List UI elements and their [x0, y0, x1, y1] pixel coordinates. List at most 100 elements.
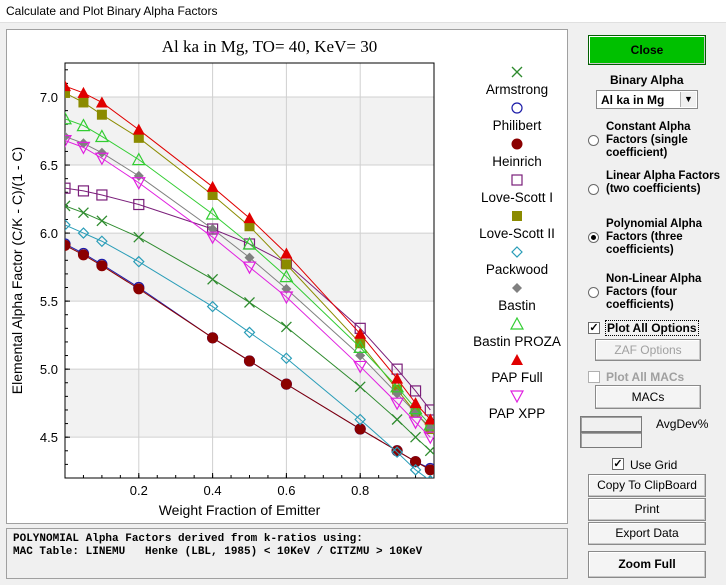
copy-to-clipboard-button[interactable]: Copy To ClipBoard — [588, 474, 706, 497]
data-point — [76, 118, 91, 132]
zoom-full-button[interactable]: Zoom Full — [588, 551, 706, 578]
plot-band — [65, 437, 434, 478]
status-line-1: POLYNOMIAL Alpha Factors derived from k-… — [13, 533, 363, 545]
legend-marker — [511, 102, 523, 114]
data-point — [279, 269, 294, 283]
avgdev-field-2 — [580, 432, 642, 448]
use-grid-checkbox[interactable]: ✓ — [612, 458, 624, 470]
plot-band — [65, 63, 434, 98]
data-point — [424, 413, 434, 425]
data-point — [244, 221, 255, 232]
data-point — [133, 198, 145, 211]
data-point — [353, 340, 368, 353]
radio-constant-alpha[interactable]: Constant Alpha Factors (single coefficie… — [588, 121, 724, 161]
y-axis-label: Elemental Alpha Factor (C/K - C)/(1 - C) — [9, 147, 25, 394]
legend-marker — [509, 390, 525, 404]
radio-nonlinear-alpha[interactable]: Non-Linear Alpha Factors (four coefficie… — [588, 273, 724, 313]
title-bar: Calculate and Plot Binary Alpha Factors — [0, 0, 726, 23]
data-point — [409, 397, 422, 409]
window-title: Calculate and Plot Binary Alpha Factors — [6, 4, 218, 18]
data-point — [131, 177, 146, 190]
data-point — [205, 231, 220, 245]
data-point — [77, 249, 89, 261]
y-tick-label: 5.0 — [40, 362, 58, 377]
data-point — [244, 355, 255, 367]
radio-linear-button[interactable] — [588, 184, 599, 195]
status-line-2: MAC Table: LINEMU Henke (LBL, 1985) < 10… — [13, 546, 423, 558]
y-tick-label: 6.0 — [40, 226, 58, 241]
macs-button[interactable]: MACs — [595, 385, 701, 409]
data-point — [76, 141, 91, 155]
data-point — [281, 283, 292, 294]
data-point — [410, 456, 422, 468]
radio-constant-button[interactable] — [588, 135, 599, 146]
data-point — [354, 413, 367, 426]
data-point — [65, 200, 71, 212]
y-tick-label: 7.0 — [40, 90, 58, 105]
data-point — [243, 212, 256, 224]
data-point — [279, 291, 294, 305]
radio-nonlinear-button[interactable] — [588, 287, 599, 298]
data-point — [242, 236, 257, 250]
radio-polynomial-button[interactable] — [588, 232, 599, 243]
data-point — [391, 445, 403, 457]
series-line-bastin-proza — [65, 118, 431, 426]
chevron-down-icon[interactable]: ▼ — [680, 92, 696, 107]
legend-marker — [512, 283, 522, 293]
data-point — [354, 381, 366, 393]
close-button[interactable]: Close — [588, 35, 706, 65]
x-tick-label: 0.6 — [277, 483, 295, 498]
x-tick-label: 0.2 — [130, 483, 148, 498]
legend-label: PAP XPP — [489, 406, 546, 421]
plot-all-options-checkbox[interactable]: ✓ — [588, 322, 600, 334]
data-point — [424, 445, 434, 457]
legend-label: Bastin — [498, 298, 536, 313]
data-point — [77, 227, 90, 239]
print-button[interactable]: Print — [588, 498, 706, 521]
legend-marker — [511, 354, 523, 365]
plot-band — [65, 97, 434, 166]
export-data-button[interactable]: Export Data — [588, 522, 706, 545]
legend-marker — [509, 316, 525, 330]
data-point — [65, 182, 71, 194]
data-point — [95, 96, 108, 108]
data-point — [409, 385, 422, 397]
data-point — [353, 360, 368, 374]
y-tick-label: 5.5 — [40, 294, 58, 309]
plot-all-options-label: Plot All Options — [605, 320, 699, 336]
legend-marker — [511, 138, 523, 150]
data-point — [207, 189, 218, 200]
binary-alpha-select[interactable]: Al ka in Mg ▼ — [596, 90, 698, 109]
radio-polynomial-alpha[interactable]: Polynomial Alpha Factors (three coeffici… — [588, 218, 724, 258]
legend-marker — [512, 211, 522, 221]
plot-all-macs-checkbox[interactable] — [588, 371, 600, 383]
legend-label: Philibert — [493, 118, 542, 133]
binary-alpha-label: Binary Alpha — [610, 73, 684, 87]
data-point — [78, 97, 89, 108]
status-text-box: POLYNOMIAL Alpha Factors derived from k-… — [6, 528, 568, 579]
data-point — [205, 206, 220, 220]
data-point — [354, 423, 366, 435]
plot-all-macs-label: Plot All MACs — [606, 370, 685, 384]
data-point — [244, 252, 255, 263]
data-point — [78, 138, 89, 149]
radio-constant-label: Constant Alpha Factors (single coefficie… — [606, 121, 691, 159]
radio-linear-alpha[interactable]: Linear Alpha Factors (two coefficients) — [588, 170, 724, 210]
data-point — [355, 338, 366, 349]
legend-label: Armstrong — [486, 82, 548, 97]
data-point — [133, 231, 145, 243]
data-point — [65, 134, 73, 148]
x-tick-label: 0.4 — [204, 483, 222, 498]
data-point — [280, 352, 293, 365]
plot-band — [65, 369, 434, 438]
legend-marker — [511, 66, 523, 78]
data-point — [77, 207, 89, 219]
data-point — [65, 80, 71, 92]
zaf-options-button[interactable]: ZAF Options — [595, 339, 701, 361]
data-point — [410, 407, 421, 418]
data-point — [96, 215, 108, 227]
binary-alpha-select-value: Al ka in Mg — [601, 93, 665, 107]
series-line-pap-xpp — [65, 140, 431, 438]
data-point — [96, 260, 108, 272]
legend-label: Heinrich — [492, 154, 542, 169]
